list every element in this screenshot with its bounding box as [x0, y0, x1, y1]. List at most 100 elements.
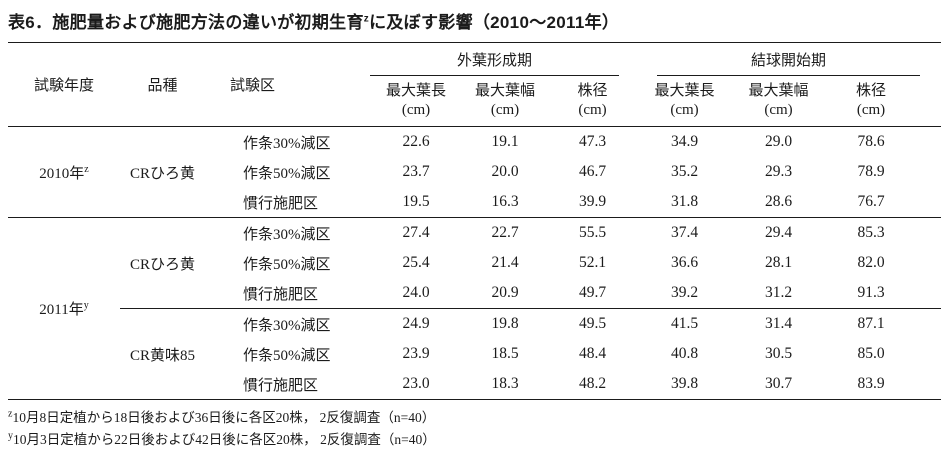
value-cell: 29.3 [764, 163, 793, 180]
header-label: 最大葉長 [654, 83, 715, 100]
value-cell: 19.5 [402, 193, 430, 210]
col-header-cultivar: 品種 [120, 42, 205, 127]
title-footnote-marker: z [363, 13, 370, 25]
col-header-max-leaf-length-2: 最大葉長 (cm) [637, 76, 733, 127]
value-cell: 47.3 [578, 133, 607, 150]
value-cell: 82.0 [857, 254, 885, 271]
cultivar-cell: CRひろ黄 [120, 217, 205, 309]
treatment-cell: 慣行施肥区 [243, 286, 319, 303]
treatment-cell: 慣行施肥区 [243, 195, 319, 212]
header-label: 最大葉長 [385, 83, 446, 100]
value-cell: 78.6 [857, 133, 885, 150]
value-cell: 91.3 [857, 284, 885, 301]
col-group-heading-start-stage: 結球開始期 [637, 43, 941, 76]
table-row: 作条50%減区 23.9 18.5 48.4 40.8 30.5 85.0 [8, 339, 941, 369]
table-body: 2010年z CRひろ黄 作条30%減区 22.6 19.1 47.3 34.9… [8, 127, 942, 400]
value-cell: 29.0 [764, 133, 793, 150]
value-cell: 25.4 [402, 254, 430, 271]
col-header-max-leaf-width-1: 最大葉幅 (cm) [462, 76, 548, 127]
col-header-plant-diameter-1: 株径 (cm) [548, 76, 638, 127]
value-cell: 30.7 [764, 375, 793, 392]
col-header-max-leaf-width-2: 最大葉幅 (cm) [732, 76, 826, 127]
value-cell: 28.6 [764, 193, 793, 210]
header-unit: (cm) [764, 102, 793, 118]
value-cell: 23.7 [402, 163, 430, 180]
value-cell: 49.5 [548, 308, 638, 339]
footnote-text: 10月8日定植から18日後および36日後に各区20株， 2反復調査（n=40） [12, 410, 436, 425]
table-title-text: 表6．施肥量および施肥方法の違いが初期生育 [8, 13, 364, 32]
value-cell: 39.8 [670, 375, 699, 392]
table-row: 作条50%減区 25.4 21.4 52.1 36.6 28.1 82.0 [8, 248, 941, 278]
header-label: 株径 [856, 83, 887, 100]
table-row: 慣行施肥区 19.5 16.3 39.9 31.8 28.6 76.7 [8, 187, 941, 218]
value-cell: 49.7 [578, 284, 607, 301]
footnote-z: z10月8日定植から18日後および36日後に各区20株， 2反復調査（n=40） [8, 407, 941, 429]
treatment-cell: 作条30%減区 [243, 135, 331, 152]
treatment-cell: 作条50%減区 [243, 165, 331, 182]
value-cell: 18.5 [491, 345, 519, 362]
year-footnote-marker: y [83, 300, 89, 311]
table-row: CR黄味85 作条30%減区 24.9 19.8 49.5 41.5 31.4 … [8, 308, 942, 400]
value-cell: 48.2 [578, 375, 607, 392]
footnotes: z10月8日定植から18日後および36日後に各区20株， 2反復調査（n=40）… [8, 407, 941, 450]
value-cell: 87.1 [825, 308, 942, 339]
value-cell: 27.4 [370, 217, 462, 248]
treatment-cell: 慣行施肥区 [243, 377, 319, 394]
header-unit: (cm) [490, 102, 520, 118]
table-title: 表6．施肥量および施肥方法の違いが初期生育zに及ぼす影響（2010～2011年） [8, 8, 941, 33]
year-label: 2011年 [39, 302, 84, 318]
value-cell: 22.7 [462, 217, 548, 248]
value-cell: 24.9 [370, 308, 462, 339]
table-header: 試験年度 品種 試験区 外葉形成期 結球開始期 最大葉長 (cm) 最大葉幅 (cm… [8, 42, 942, 127]
value-cell: 18.3 [491, 375, 519, 392]
value-cell: 19.1 [491, 133, 519, 150]
data-table: 試験年度 品種 試験区 外葉形成期 結球開始期 最大葉長 (cm) 最大葉幅 (cm… [8, 42, 942, 400]
value-cell: 36.6 [670, 254, 699, 271]
treatment-cell: 作条30%減区 [205, 308, 370, 339]
value-cell: 48.4 [578, 345, 607, 362]
table-row: 慣行施肥区 23.0 18.3 48.2 39.8 30.7 83.9 [8, 369, 941, 400]
header-label: 最大葉幅 [748, 83, 809, 100]
value-cell: 34.9 [670, 133, 699, 150]
value-cell: 41.5 [637, 308, 733, 339]
value-cell: 78.9 [857, 163, 885, 180]
value-cell: 39.9 [578, 193, 607, 210]
footnote-marker-y: y [8, 430, 13, 442]
header-unit: (cm) [856, 102, 886, 118]
cultivar-cell: CR黄味85 [120, 308, 205, 400]
header-unit: (cm) [578, 102, 607, 118]
footnote-y: y10月3日定植から22日後および42日後に各区20株， 2反復調査（n=40） [8, 429, 941, 451]
year-cell-2011: 2011年y [8, 217, 120, 400]
value-cell: 85.3 [825, 217, 942, 248]
header-unit: (cm) [670, 102, 699, 118]
value-cell: 35.2 [670, 163, 699, 180]
value-cell: 39.2 [670, 284, 699, 301]
value-cell: 52.1 [578, 254, 607, 271]
value-cell: 19.8 [462, 308, 548, 339]
table-row: 慣行施肥区 24.0 20.9 49.7 39.2 31.2 91.3 [8, 278, 941, 309]
value-cell: 30.5 [764, 345, 793, 362]
col-group-outer-leaf-stage: 外葉形成期 [370, 43, 637, 76]
col-header-treatment: 試験区 [205, 42, 370, 127]
header-label: 株径 [577, 83, 608, 100]
value-cell: 16.3 [491, 193, 519, 210]
value-cell: 55.5 [548, 217, 638, 248]
col-group-outer-leaf-label: 外葉形成期 [370, 49, 620, 76]
value-cell: 20.0 [491, 163, 519, 180]
value-cell: 23.9 [402, 345, 430, 362]
cultivar-cell: CRひろ黄 [129, 165, 195, 182]
value-cell: 31.8 [670, 193, 699, 210]
value-cell: 28.1 [764, 254, 793, 271]
value-cell: 31.2 [764, 284, 793, 301]
header-label: 最大葉幅 [474, 83, 535, 100]
value-cell: 29.4 [732, 217, 826, 248]
col-header-year: 試験年度 [8, 42, 120, 127]
value-cell: 83.9 [857, 375, 885, 392]
year-cell-2010: 2010年z [8, 127, 120, 218]
value-cell: 22.6 [402, 133, 430, 150]
value-cell: 85.0 [857, 345, 885, 362]
value-cell: 31.4 [732, 308, 826, 339]
col-header-plant-diameter-2: 株径 (cm) [825, 76, 942, 127]
table-row: 2010年z CRひろ黄 作条30%減区 22.6 19.1 47.3 34.9… [8, 127, 941, 182]
